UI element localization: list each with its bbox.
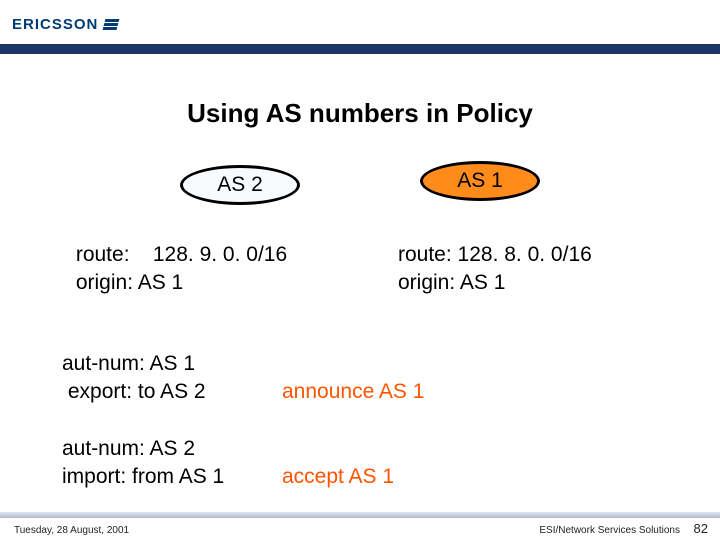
rule-autnum: aut-num: AS 2	[62, 435, 224, 463]
rule-autnum: aut-num: AS 1	[62, 350, 224, 378]
header: ERICSSON	[0, 0, 720, 44]
route-line: route: 128. 8. 0. 0/16	[398, 241, 592, 269]
footer-service: ESI/Network Services Solutions	[539, 525, 680, 536]
route-origin: origin: AS 1	[70, 269, 287, 297]
as-node-as2: AS 2	[180, 165, 300, 205]
as-node-label: AS 1	[457, 169, 503, 193]
rule-action: accept AS 1	[282, 463, 394, 491]
route-info-row: route: 128. 9. 0. 0/16 origin: AS 1 rout…	[0, 241, 720, 307]
footer: Tuesday, 28 August, 2001 ESI/Network Ser…	[0, 512, 720, 540]
content: Using AS numbers in Policy AS 2 AS 1 rou…	[0, 70, 720, 512]
as-node-row: AS 2 AS 1	[0, 165, 720, 215]
policy-rules: aut-num: AS 1 export: to AS 2 announce A…	[62, 350, 224, 519]
slide-title: Using AS numbers in Policy	[0, 98, 720, 129]
page-number: 82	[694, 521, 708, 536]
header-divider	[0, 44, 720, 70]
rule-direction: import: from AS 1	[62, 465, 224, 488]
route-block-as1: route: 128. 8. 0. 0/16 origin: AS 1	[398, 241, 592, 298]
as-node-label: AS 2	[217, 173, 263, 197]
logo-stripes-icon	[103, 19, 120, 30]
rule-export: aut-num: AS 1 export: to AS 2 announce A…	[62, 350, 224, 407]
route-origin: origin: AS 1	[398, 269, 592, 297]
as-node-as1: AS 1	[420, 161, 540, 201]
footer-divider	[0, 512, 720, 518]
route-line: route: 128. 9. 0. 0/16	[70, 241, 287, 269]
rule-import: aut-num: AS 2 import: from AS 1 accept A…	[62, 435, 224, 492]
footer-date: Tuesday, 28 August, 2001	[14, 525, 129, 536]
route-block-as2: route: 128. 9. 0. 0/16 origin: AS 1	[70, 241, 287, 298]
rule-direction: export: to AS 2	[62, 380, 206, 403]
slide: ERICSSON Using AS numbers in Policy AS 2…	[0, 0, 720, 540]
logo-text: ERICSSON	[12, 16, 98, 33]
rule-action: announce AS 1	[282, 378, 424, 406]
